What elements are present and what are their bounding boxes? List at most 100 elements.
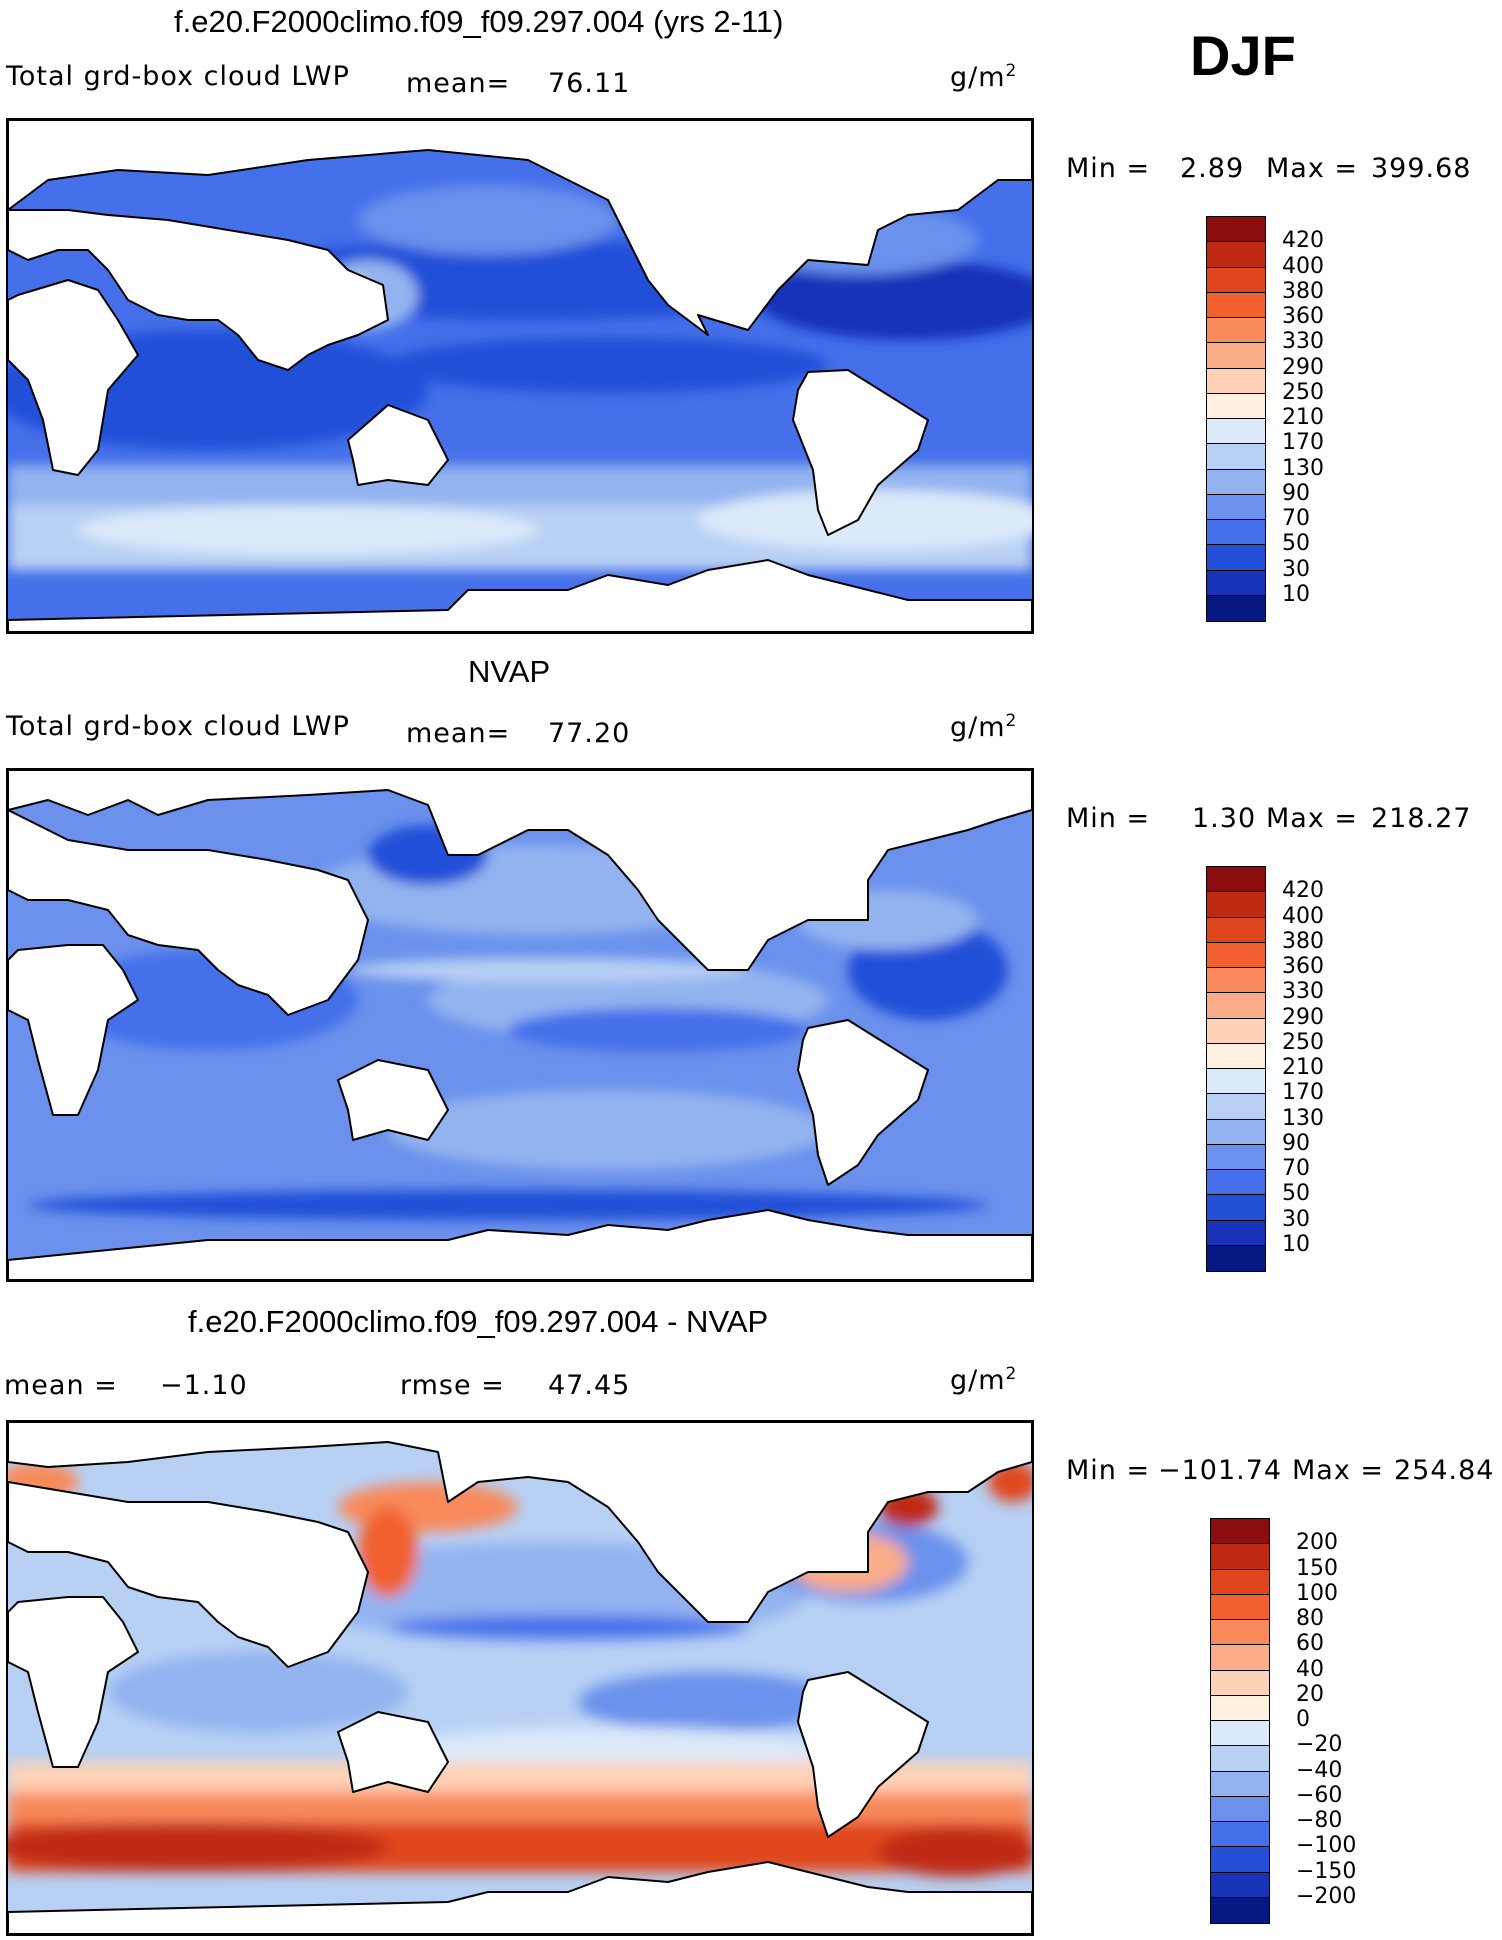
panel-1-mean-label: mean= xyxy=(406,68,511,99)
panel-3-rmse-label: rmse = xyxy=(400,1370,505,1401)
colorbar-level-label: −150 xyxy=(1296,1858,1357,1884)
season-label: DJF xyxy=(1190,24,1296,87)
colorbar-swatch xyxy=(1207,494,1265,520)
colorbar-swatch xyxy=(1207,419,1265,445)
colorbar-swatch xyxy=(1211,1796,1269,1822)
colorbar-swatch xyxy=(1211,1771,1269,1797)
panel-1-map xyxy=(6,118,1034,634)
colorbar-level-label: 250 xyxy=(1282,379,1324,405)
colorbar-level-label: 50 xyxy=(1282,1181,1310,1207)
panel-3-mean-value: −1.10 xyxy=(160,1370,248,1401)
panel-2-min-label: Min = xyxy=(1066,803,1151,834)
colorbar-level-label: 130 xyxy=(1282,1105,1324,1131)
colorbar-level-label: 0 xyxy=(1296,1707,1310,1732)
colorbar-level-label: 70 xyxy=(1282,1156,1310,1181)
colorbar-level-label: 420 xyxy=(1282,878,1324,904)
colorbar-swatch xyxy=(1207,343,1265,369)
colorbar-swatch xyxy=(1211,1746,1269,1772)
panel-1-unit: g/m2 xyxy=(950,61,1018,93)
colorbar-swatch xyxy=(1207,469,1265,495)
colorbar-level-label: 400 xyxy=(1282,253,1324,279)
colorbar-level-label: 210 xyxy=(1282,405,1324,430)
panel-3-unit: g/m2 xyxy=(950,1364,1018,1396)
colorbar-level-label: 330 xyxy=(1282,329,1324,355)
colorbar-swatch xyxy=(1207,570,1265,596)
colorbar-swatch xyxy=(1207,595,1265,621)
colorbar-level-label: −20 xyxy=(1296,1732,1343,1758)
colorbar-level-label: 210 xyxy=(1282,1055,1324,1080)
colorbar-swatch xyxy=(1207,892,1265,918)
colorbar-swatch xyxy=(1211,1519,1269,1545)
colorbar-swatch xyxy=(1207,520,1265,546)
colorbar-swatch xyxy=(1207,444,1265,470)
colorbar-swatch xyxy=(1207,318,1265,344)
colorbar-swatch xyxy=(1207,1170,1265,1196)
colorbar-level-label: 80 xyxy=(1296,1606,1324,1631)
colorbar-swatch xyxy=(1207,1245,1265,1271)
colorbar-swatch xyxy=(1211,1620,1269,1646)
colorbar-level-label: 100 xyxy=(1296,1580,1338,1606)
colorbar-level-label: −200 xyxy=(1296,1883,1357,1909)
panel-2-title: NVAP xyxy=(468,654,551,689)
colorbar-swatch xyxy=(1211,1695,1269,1721)
colorbar-level-label: 70 xyxy=(1282,506,1310,531)
colorbar-swatch xyxy=(1207,917,1265,943)
panel-1-title: f.e20.F2000climo.f09_f09.297.004 (yrs 2-… xyxy=(174,4,784,39)
colorbar-swatch xyxy=(1211,1872,1269,1898)
colorbar-level-label: 380 xyxy=(1282,928,1324,954)
colorbar-swatch xyxy=(1207,1094,1265,1120)
colorbar-level-label: 90 xyxy=(1282,480,1310,506)
colorbar-level-label: 40 xyxy=(1296,1656,1324,1682)
colorbar-level-label: 90 xyxy=(1282,1130,1310,1156)
colorbar-level-label: 30 xyxy=(1282,1206,1310,1232)
panel-1-max-value: 399.68 xyxy=(1371,153,1472,184)
colorbar-level-label: 360 xyxy=(1282,304,1324,329)
colorbar-swatch xyxy=(1207,242,1265,268)
panel-1-min-value: 2.89 xyxy=(1180,153,1245,184)
colorbar-swatch xyxy=(1207,1144,1265,1170)
panel-1-min-label: Min = xyxy=(1066,153,1151,184)
panel-3-colorbar-labels: 200 150 100 80 60 40 20 0 −20 −40 −60 −80 −100 −150 −2… xyxy=(1296,1518,1386,1922)
colorbar-swatch xyxy=(1211,1847,1269,1873)
colorbar-swatch xyxy=(1207,545,1265,571)
panel-3-rmse-value: 47.45 xyxy=(548,1370,631,1401)
colorbar-swatch xyxy=(1207,942,1265,968)
panel-3-min-label: Min = xyxy=(1066,1455,1151,1486)
colorbar-swatch xyxy=(1207,368,1265,394)
colorbar-level-label: 200 xyxy=(1296,1530,1338,1556)
colorbar-swatch xyxy=(1211,1721,1269,1747)
panel-1-max-label: Max = xyxy=(1266,153,1359,184)
colorbar-level-label: 400 xyxy=(1282,903,1324,929)
colorbar-swatch xyxy=(1207,1119,1265,1145)
panel-3-max-label: Max = xyxy=(1292,1455,1385,1486)
colorbar-swatch xyxy=(1211,1645,1269,1671)
panel-2-mean-value: 77.20 xyxy=(548,718,631,749)
panel-3-map xyxy=(6,1420,1034,1936)
colorbar-level-label: 170 xyxy=(1282,1080,1324,1106)
colorbar-swatch xyxy=(1211,1897,1269,1923)
colorbar-level-label: 380 xyxy=(1282,278,1324,304)
colorbar-level-label: 130 xyxy=(1282,455,1324,481)
colorbar-swatch xyxy=(1207,217,1265,243)
colorbar-level-label: 150 xyxy=(1296,1555,1338,1581)
colorbar-level-label: 290 xyxy=(1282,354,1324,380)
panel-3-colorbar xyxy=(1210,1518,1270,1924)
panel-1-variable: Total grd-box cloud LWP xyxy=(6,61,350,92)
panel-3-mean-label: mean = xyxy=(4,1370,118,1401)
colorbar-level-label: 60 xyxy=(1296,1631,1324,1657)
colorbar-level-label: 30 xyxy=(1282,556,1310,582)
colorbar-swatch xyxy=(1207,1043,1265,1069)
colorbar-swatch xyxy=(1207,1069,1265,1095)
colorbar-level-label: 250 xyxy=(1282,1029,1324,1055)
colorbar-swatch xyxy=(1211,1822,1269,1848)
colorbar-swatch xyxy=(1207,1018,1265,1044)
panel-1-mean-value: 76.11 xyxy=(548,68,631,99)
panel-2-unit: g/m2 xyxy=(950,711,1018,743)
panel-3-min-value: −101.74 xyxy=(1158,1455,1283,1486)
colorbar-level-label: 330 xyxy=(1282,979,1324,1005)
colorbar-level-label: −40 xyxy=(1296,1757,1343,1783)
colorbar-swatch xyxy=(1207,393,1265,419)
panel-2-colorbar xyxy=(1206,866,1266,1272)
panel-1-colorbar-labels: 420 400 380 360 330 290 250 210 170 130 90 70 50 30 10 xyxy=(1282,216,1362,620)
colorbar-swatch xyxy=(1207,993,1265,1019)
